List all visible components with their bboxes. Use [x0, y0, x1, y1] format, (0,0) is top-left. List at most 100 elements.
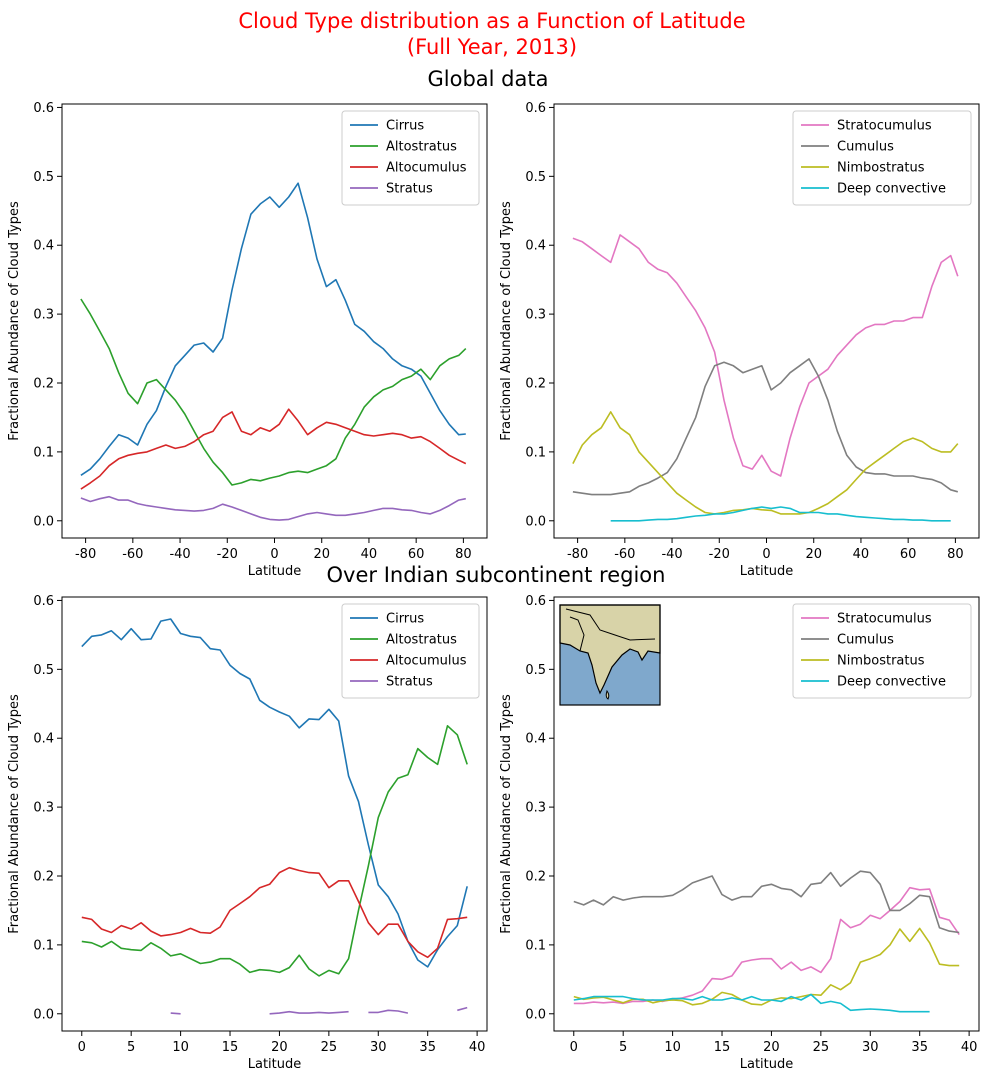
x-tick-label: 10: [172, 1040, 189, 1055]
legend: Cirrus Altostratus Altocumulus Stratus: [341, 110, 480, 206]
x-tick-label: 15: [714, 1040, 731, 1055]
y-tick-label: 0.6: [33, 594, 54, 609]
legend-entry: Altocumulus: [386, 654, 467, 669]
x-tick-label: 20: [313, 547, 330, 562]
y-axis-label: Fractional Abundance of Cloud Types: [499, 201, 514, 441]
x-tick-label: -60: [122, 547, 143, 562]
legend-entry: Altostratus: [386, 140, 457, 155]
x-axis-label: Latitude: [248, 564, 302, 579]
legend-box: [341, 110, 480, 206]
x-tick-label: 0: [570, 1040, 578, 1055]
series-line-stratus: [80, 495, 466, 521]
x-tick-label: -40: [661, 547, 682, 562]
y-tick-label: 0.0: [33, 1007, 54, 1022]
x-tick-label: 0: [78, 1040, 86, 1055]
axes-frame: [553, 596, 980, 1032]
x-tick-label: 10: [664, 1040, 681, 1055]
y-tick-label: 0.4: [33, 732, 54, 747]
inset-map-island: [605, 689, 610, 700]
x-tick-label: -80: [567, 547, 588, 562]
legend-entry: Stratus: [386, 675, 433, 690]
y-tick-label: 0.5: [525, 663, 546, 678]
legend-entry: Cumulus: [837, 140, 894, 155]
legend-entry: Stratus: [386, 182, 433, 197]
y-tick-label: 0.2: [525, 870, 546, 885]
x-tick-label: 5: [619, 1040, 627, 1055]
y-tick-label: 0.3: [33, 801, 54, 816]
series-line-cumulus: [573, 870, 960, 934]
y-axis-label: Fractional Abundance of Cloud Types: [499, 694, 514, 934]
y-tick-label: 0.6: [525, 101, 546, 116]
y-tick-label: 0.4: [525, 732, 546, 747]
x-tick-label: 20: [763, 1040, 780, 1055]
chart-global-cirrus-group: -80 -60 -40 -20 0 20 40 60 80 0.0 0.1 0.2 0.3 0.4 0.5 0…: [7, 101, 488, 579]
legend-box: [341, 603, 480, 699]
y-tick-label: 0.2: [525, 377, 546, 392]
x-tick-label: 5: [127, 1040, 135, 1055]
y-tick-label: 0.3: [525, 308, 546, 323]
series-line-nimbostratus: [573, 927, 960, 1006]
x-tick-label: 40: [853, 547, 870, 562]
legend: Stratocumulus Cumulus Nimbostratus Deep con…: [792, 603, 972, 699]
y-tick-label: 0.5: [525, 170, 546, 185]
legend-entry: Cirrus: [386, 612, 424, 627]
series-line-cirrus: [81, 618, 468, 968]
x-tick-label: 25: [321, 1040, 338, 1055]
legend-entry: Altocumulus: [386, 161, 467, 176]
section-title-global: Global data: [428, 67, 549, 91]
y-tick-label: 0.1: [525, 938, 546, 953]
y-axis-label: Fractional Abundance of Cloud Types: [7, 201, 22, 441]
x-tick-label: 15: [222, 1040, 239, 1055]
x-tick-label: 0: [270, 547, 278, 562]
series-line-stratocumulus: [573, 886, 960, 1005]
inset-map-frame: [559, 604, 661, 706]
x-tick-label: 60: [408, 547, 425, 562]
y-axis-label: Fractional Abundance of Cloud Types: [7, 694, 22, 934]
x-tick-label: 35: [911, 1040, 928, 1055]
series-line-altocumulus: [81, 866, 468, 959]
legend-entry: Cumulus: [837, 633, 894, 648]
x-axis-label: Latitude: [248, 1057, 302, 1072]
series-line-altocumulus: [80, 408, 467, 490]
figure-title-line2: (Full Year, 2013): [407, 35, 577, 59]
legend-box: [792, 603, 972, 699]
y-tick-label: 0.5: [33, 170, 54, 185]
figure-title-line1: Cloud Type distribution as a Function of…: [238, 9, 745, 33]
legend-entry: Stratocumulus: [837, 612, 932, 627]
legend-entry: Altostratus: [386, 633, 457, 648]
x-tick-label: -20: [709, 547, 730, 562]
y-tick-label: 0.1: [33, 938, 54, 953]
series-line-altostratus: [81, 725, 468, 977]
legend-entry: Nimbostratus: [837, 161, 925, 176]
series-line-stratus: [170, 1006, 468, 1015]
x-axis-label: Latitude: [740, 1057, 794, 1072]
inset-map-border: [569, 616, 585, 652]
legend: Cirrus Altostratus Altocumulus Stratus: [341, 603, 480, 699]
x-tick-label: 30: [370, 1040, 387, 1055]
y-tick-label: 0.4: [525, 239, 546, 254]
x-tick-label: -40: [169, 547, 190, 562]
y-tick-label: 0.6: [525, 594, 546, 609]
y-tick-label: 0.1: [525, 445, 546, 460]
chart-global-stratocumulus-group: -80 -60 -40 -20 0 20 40 60 80 0.0 0.1 0.2 0.3 0.4 0.5 0…: [499, 101, 980, 579]
y-tick-label: 0.3: [525, 801, 546, 816]
legend-entry: Cirrus: [386, 119, 424, 134]
y-tick-label: 0.1: [33, 445, 54, 460]
series-line-stratocumulus: [572, 234, 959, 477]
x-tick-label: 80: [455, 547, 472, 562]
axes-frame: [61, 596, 488, 1032]
x-tick-label: -60: [614, 547, 635, 562]
x-tick-label: -80: [75, 547, 96, 562]
x-tick-label: 80: [947, 547, 964, 562]
y-tick-label: 0.0: [33, 514, 54, 529]
x-tick-label: 20: [271, 1040, 288, 1055]
x-tick-label: 60: [900, 547, 917, 562]
x-tick-label: 40: [961, 1040, 978, 1055]
series-line-nimbostratus: [572, 411, 959, 515]
legend-entry: Deep convective: [837, 182, 946, 197]
series-line-deep-convective: [573, 993, 930, 1013]
y-tick-label: 0.5: [33, 663, 54, 678]
inset-map-land: [559, 604, 661, 695]
x-tick-label: 40: [469, 1040, 486, 1055]
